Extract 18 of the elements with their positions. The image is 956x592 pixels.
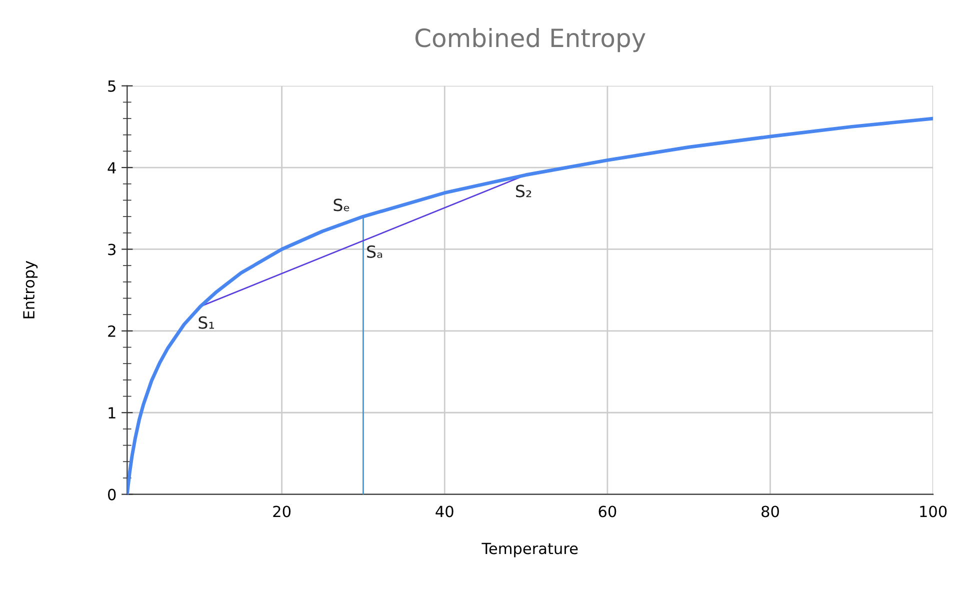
y-tick-label: 2 (108, 325, 116, 337)
chart-title: Combined Entropy (415, 28, 646, 52)
x-tick-label: 60 (598, 506, 616, 518)
y-tick-label: 3 (108, 244, 116, 256)
y-tick-label: 0 (108, 488, 116, 500)
annotation: Sₐ (367, 245, 382, 258)
x-tick-label: 80 (762, 506, 779, 518)
x-tick-label: 100 (920, 506, 947, 518)
annotation: Sₑ (334, 198, 350, 212)
x-tick-label: 20 (273, 506, 291, 518)
y-tick-label: 1 (108, 407, 116, 418)
annotation: S₁ (198, 316, 214, 329)
x-tick-label: 40 (436, 506, 454, 518)
annotation: S₂ (516, 184, 532, 198)
x-axis-title: Temperature (482, 542, 578, 558)
y-tick-label: 4 (108, 162, 116, 174)
y-axis-title: Entropy (23, 260, 38, 318)
y-tick-label: 5 (108, 80, 116, 92)
